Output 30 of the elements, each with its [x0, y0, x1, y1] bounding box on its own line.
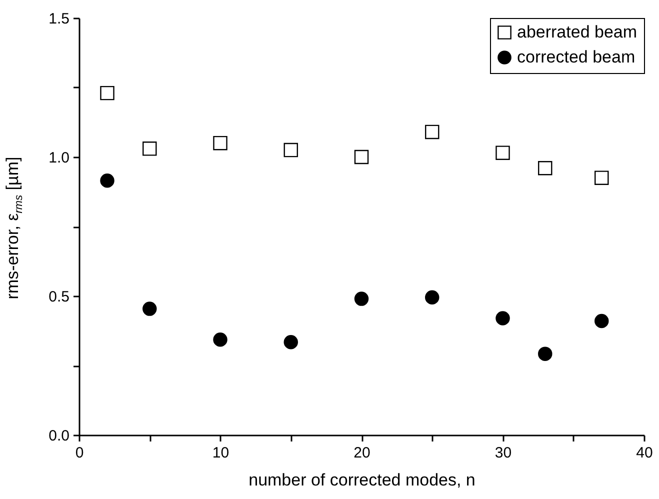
point — [425, 124, 440, 140]
point — [142, 302, 157, 316]
x-tick-label: 0 — [75, 444, 84, 462]
point — [100, 174, 114, 188]
point — [354, 150, 369, 164]
x-axis-title: number of corrected modes, n — [248, 470, 476, 490]
point — [213, 332, 228, 347]
y-tick-label: 0.5 — [48, 288, 70, 306]
point — [538, 346, 552, 361]
point — [594, 170, 609, 185]
y-tick-label: 1.0 — [48, 150, 70, 166]
point — [284, 142, 298, 158]
x-tick-label: 10 — [212, 444, 230, 462]
point — [213, 136, 228, 150]
point — [496, 311, 510, 326]
point — [594, 314, 609, 328]
point — [354, 292, 369, 306]
legend-label: corrected beam — [517, 48, 636, 66]
x-tick-label: 20 — [354, 444, 370, 462]
y-tick-label: 0.0 — [48, 428, 70, 444]
legend-label: aberrated beam — [517, 22, 638, 42]
point — [100, 86, 114, 100]
point — [425, 290, 440, 304]
point — [538, 161, 552, 176]
y-tick-label: 1.5 — [48, 10, 70, 28]
point — [284, 335, 298, 350]
x-tick-label: 40 — [636, 444, 653, 462]
point — [496, 146, 510, 160]
point — [142, 142, 157, 156]
x-tick-label: 30 — [494, 444, 512, 462]
